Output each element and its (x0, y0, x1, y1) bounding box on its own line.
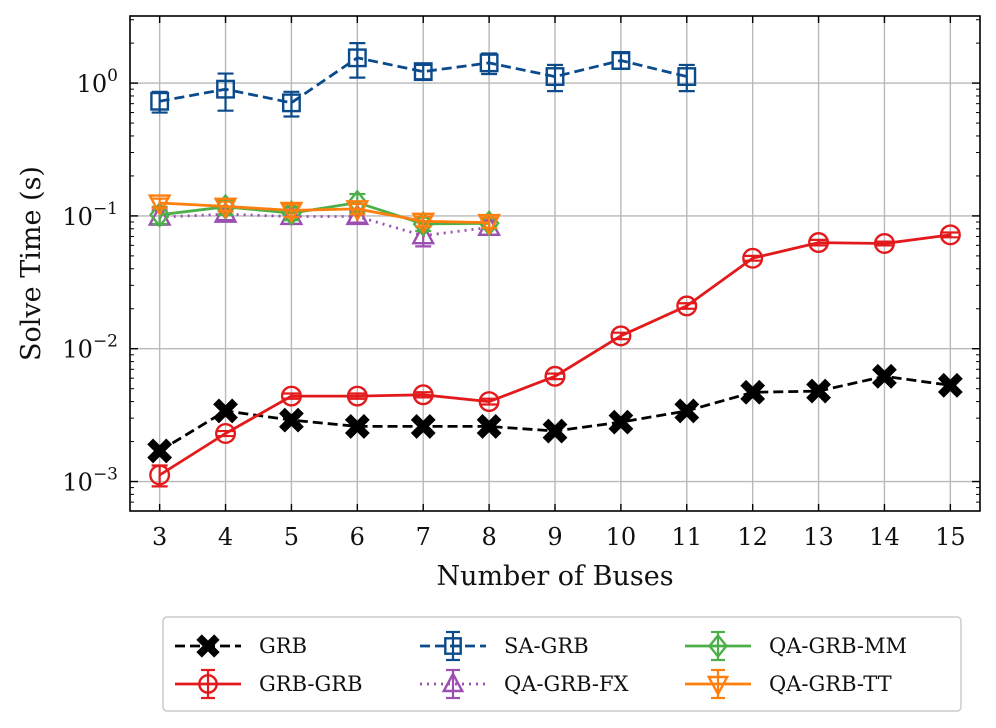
x-tick-label: 5 (284, 523, 299, 551)
data-point-qa-grb-tt (345, 200, 370, 223)
data-point-sa-grb (677, 67, 697, 87)
data-point-sa-grb (347, 48, 367, 68)
data-point-grb-grb (149, 464, 171, 486)
data-point-sa-grb (281, 93, 301, 113)
series-sa-grb (150, 42, 697, 118)
data-point-grb (806, 378, 831, 404)
data-point-grb (410, 414, 436, 439)
data-point-grb-grb (808, 232, 830, 254)
series-line-qa-grb-tt (159, 201, 490, 224)
x-tick-label: 7 (416, 523, 431, 551)
x-tick-label: 3 (152, 523, 167, 551)
data-point-qa-grb-tt (411, 212, 436, 235)
data-point-grb-grb (478, 391, 500, 413)
data-point-grb (608, 409, 634, 435)
data-point-sa-grb (479, 53, 499, 73)
x-tick-label: 4 (218, 523, 233, 551)
x-tick-label: 11 (672, 523, 703, 551)
legend-item-grb-grb: GRB-GRB (175, 668, 363, 700)
data-point-grb (279, 407, 304, 433)
data-point-grb (147, 438, 173, 464)
data-point-sa-grb (611, 51, 631, 70)
series-grb (147, 363, 963, 464)
x-tick-label: 15 (935, 523, 966, 551)
data-point-sa-grb (413, 62, 433, 82)
data-point-grb-grb (610, 325, 632, 347)
series-layer (147, 42, 963, 488)
legend-marker-qa-grb-tt (706, 675, 730, 697)
data-point-qa-grb-tt (279, 201, 304, 224)
y-axis-label: Solve Time (s) (16, 166, 47, 361)
legend-marker-qa-grb-fx (441, 671, 465, 693)
data-point-grb (872, 363, 897, 389)
data-point-grb-grb (939, 224, 961, 246)
x-tick-label: 8 (481, 523, 496, 551)
data-point-grb-grb (873, 232, 895, 254)
x-tick-label: 10 (606, 523, 637, 551)
data-point-qa-grb-tt (477, 213, 502, 236)
data-point-qa-grb-fx (411, 222, 436, 245)
data-point-qa-grb-mm (149, 201, 171, 228)
series-grb-grb (149, 224, 961, 488)
data-point-grb-grb (742, 247, 764, 269)
data-point-sa-grb (150, 91, 170, 111)
y-tick-label: 10−3 (62, 465, 118, 497)
legend-box (162, 616, 962, 712)
y-tick-label: 10−1 (62, 199, 118, 231)
x-tick-label: 13 (803, 523, 834, 551)
legend-label-qa-grb-fx: QA-GRB-FX (504, 672, 629, 696)
data-point-grb (476, 414, 502, 439)
x-tick-label: 6 (350, 523, 365, 551)
data-point-qa-grb-tt (147, 194, 172, 217)
data-point-grb-grb (346, 385, 368, 407)
series-line-qa-grb-mm (159, 201, 490, 226)
data-point-grb (740, 379, 766, 405)
data-point-grb (213, 398, 238, 424)
data-point-grb (344, 414, 370, 439)
data-point-grb-grb (544, 365, 566, 387)
data-point-sa-grb (545, 67, 565, 87)
x-axis-label: Number of Buses (436, 561, 673, 592)
legend-marker-qa-grb-mm (708, 633, 728, 659)
y-tick-label: 10−2 (62, 332, 118, 364)
data-point-grb-grb (676, 295, 698, 317)
data-point-grb-grb (215, 422, 237, 444)
legend-label-grb-grb: GRB-GRB (259, 672, 363, 696)
legend-marker-sa-grb (444, 637, 462, 655)
y-tick-label: 100 (77, 66, 118, 98)
series-qa-grb-mm (149, 189, 500, 238)
legend-label-sa-grb: SA-GRB (504, 634, 589, 658)
ticks: 3 4 5 6 7 8 9 10 11 12 13 14 15 10−3 10−2 10−1 100 (62, 16, 980, 551)
data-point-grb (542, 418, 568, 444)
legend-label-qa-grb-tt: QA-GRB-TT (769, 672, 892, 696)
legend-label-qa-grb-mm: QA-GRB-MM (769, 634, 907, 658)
x-tick-label: 12 (737, 523, 768, 551)
legend-item-qa-grb-fx: QA-GRB-FX (420, 668, 629, 700)
legend-marker-grb (196, 634, 220, 658)
x-tick-label: 14 (869, 523, 900, 551)
data-point-grb (937, 372, 963, 398)
data-point-grb-grb (280, 385, 302, 407)
data-point-grb (674, 398, 700, 424)
legend-item-sa-grb: SA-GRB (420, 630, 589, 662)
legend-item-qa-grb-mm: QA-GRB-MM (685, 630, 907, 662)
legend-item-grb: GRB (175, 634, 307, 658)
legend-marker-grb-grb (198, 674, 218, 694)
data-point-qa-grb-tt (213, 197, 238, 220)
series-qa-grb-tt (147, 194, 502, 236)
x-tick-label: 9 (547, 523, 562, 551)
data-point-sa-grb (216, 79, 235, 99)
legend-item-qa-grb-tt: QA-GRB-TT (685, 668, 892, 700)
legend-label-grb: GRB (259, 634, 307, 658)
data-point-grb-grb (412, 384, 434, 406)
legend: GRB GRB-GRB SA-GRB QA-GRB-FX QA-GRB-MM QA-GRB… (162, 616, 962, 712)
